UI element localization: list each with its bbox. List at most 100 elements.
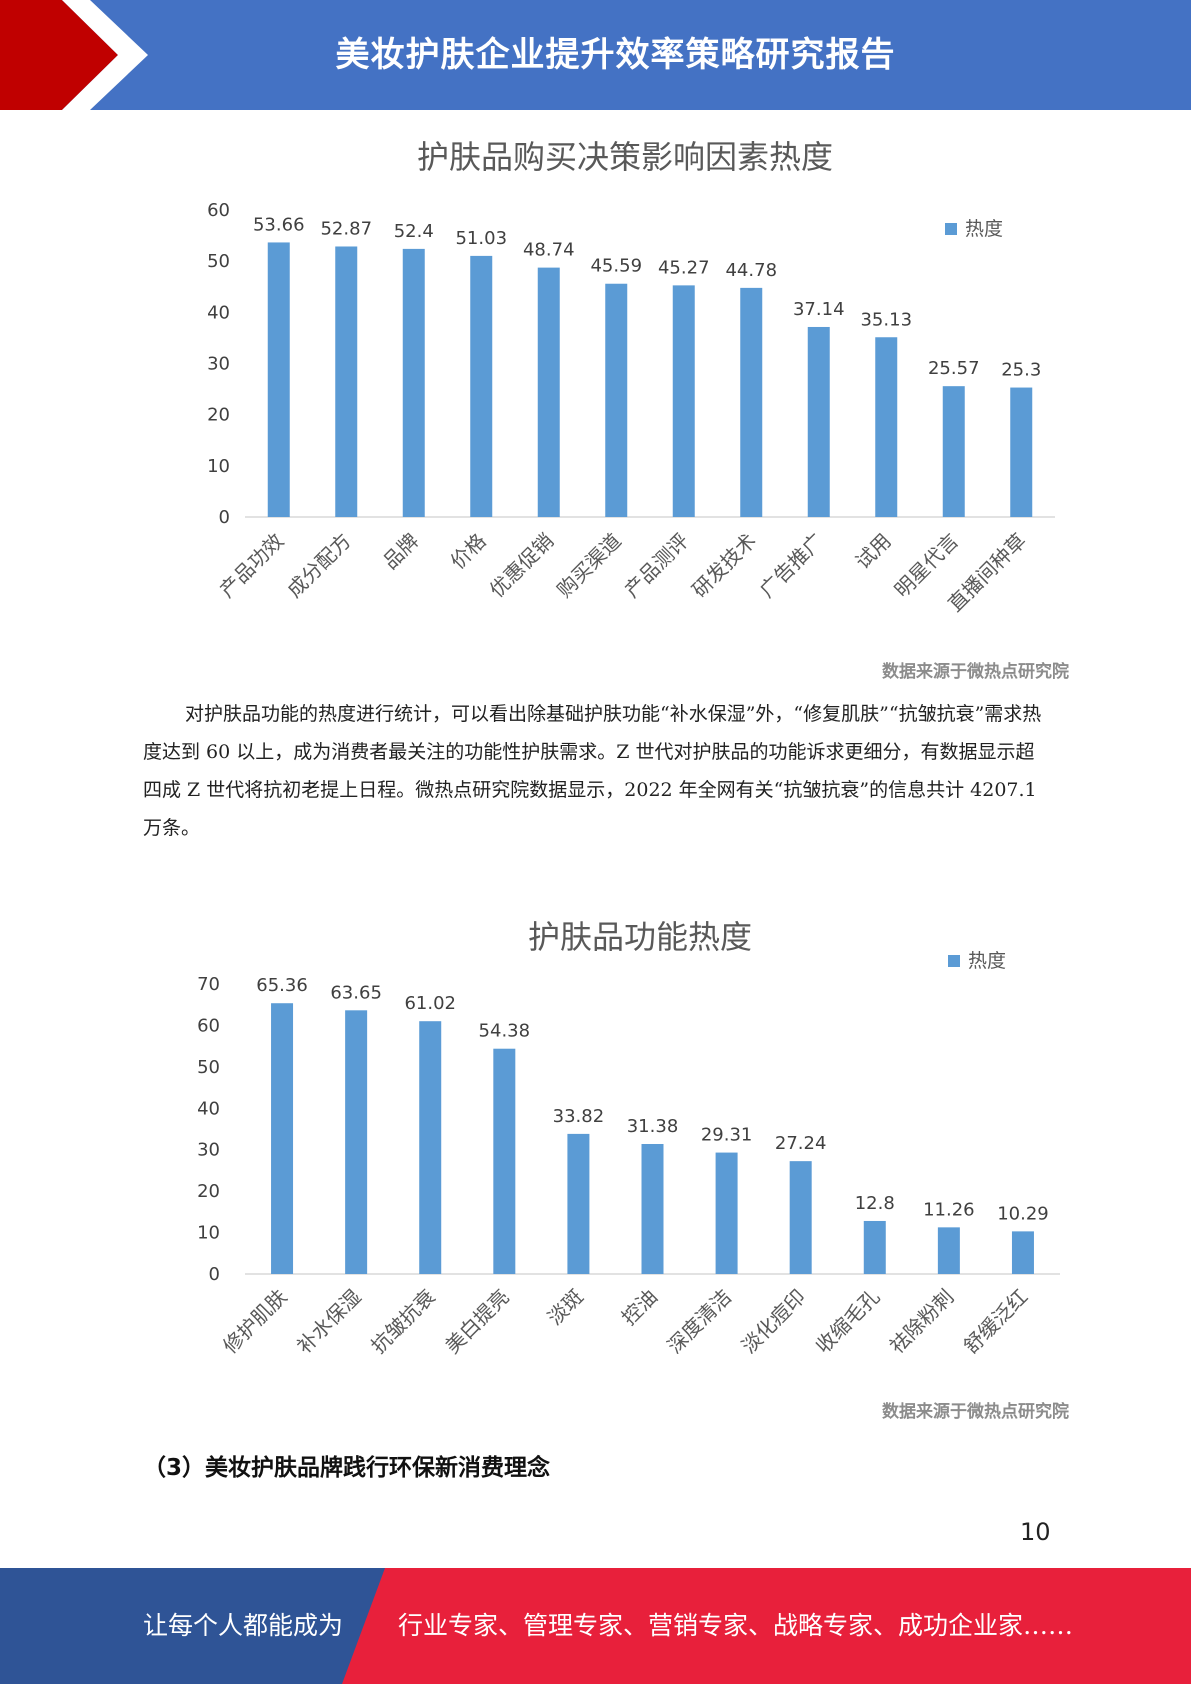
- functions-legend-swatch: [948, 955, 960, 967]
- purchase-bar-value-label: 44.78: [725, 260, 777, 281]
- purchase-category-label: 试用: [851, 529, 896, 574]
- purchase-y-tick-label: 10: [207, 456, 230, 477]
- functions-y-tick-label: 30: [197, 1140, 220, 1161]
- functions-category-label: 舒缓泛红: [959, 1285, 1033, 1359]
- functions-y-tick-label: 20: [197, 1181, 220, 1202]
- footer-slogan-right: 行业专家、管理专家、营销专家、战略专家、成功企业家……: [398, 1611, 1074, 1640]
- functions-bar: [715, 1152, 738, 1274]
- functions-bar: [419, 1021, 442, 1274]
- functions-bar-value-label: 12.8: [855, 1193, 895, 1214]
- functions-bar: [493, 1048, 516, 1274]
- purchase-category-label: 价格: [446, 529, 491, 574]
- functions-y-tick-label: 50: [197, 1057, 220, 1078]
- header-arrow-decoration: [0, 0, 148, 110]
- functions-category-label: 美白提亮: [440, 1285, 514, 1359]
- functions-bar-value-label: 31.38: [627, 1116, 679, 1137]
- purchase-category-label: 产品功效: [215, 529, 289, 603]
- functions-chart-title: 护肤品功能热度: [528, 918, 752, 956]
- section-heading: （3）美妆护肤品牌践行环保新消费理念: [143, 1455, 551, 1481]
- purchase-bar-value-label: 37.14: [793, 299, 845, 320]
- chart-skin-functions: 护肤品功能热度 0 10 20 30 40 50 60 70 65.36 修护肌肤 63.65 补水保湿…: [0, 900, 1191, 1390]
- purchase-bar: [402, 248, 425, 517]
- functions-bar: [789, 1161, 812, 1274]
- report-title: 美妆护肤企业提升效率策略研究报告: [335, 35, 896, 75]
- purchase-bar: [875, 337, 898, 517]
- purchase-category-label: 优惠促销: [485, 529, 559, 603]
- functions-bar-value-label: 54.38: [479, 1021, 531, 1042]
- functions-category-label: 补水保湿: [292, 1285, 366, 1359]
- functions-y-tick-label: 70: [197, 974, 220, 995]
- purchase-y-tick-label: 20: [207, 405, 230, 426]
- chart-purchase-factors-svg: 护肤品购买决策影响因素热度 0 10 20 30 40 50 60 53.66 产品功效 52.87…: [207, 138, 1055, 616]
- functions-bar-value-label: 65.36: [256, 975, 308, 996]
- functions-category-label: 抗皱抗衰: [366, 1285, 440, 1359]
- functions-category-label: 收缩毛孔: [811, 1285, 885, 1359]
- chart-skin-functions-source: 数据来源于微热点研究院: [882, 1402, 1069, 1422]
- functions-category-label: 控油: [617, 1285, 662, 1330]
- chart-skin-functions-svg: 护肤品功能热度 0 10 20 30 40 50 60 70 65.36 修护肌肤 63.65 补水保湿…: [197, 918, 1060, 1359]
- purchase-y-tick-label: 50: [207, 251, 230, 272]
- functions-bar-value-label: 61.02: [404, 993, 456, 1014]
- purchase-category-label: 购买渠道: [552, 529, 626, 603]
- functions-bar: [641, 1143, 664, 1274]
- functions-bar-value-label: 33.82: [553, 1106, 605, 1127]
- footer-background: [0, 1568, 1191, 1684]
- purchase-category-label: 成分配方: [282, 529, 356, 603]
- functions-bar: [937, 1227, 960, 1274]
- purchase-bar-value-label: 48.74: [523, 240, 575, 261]
- functions-y-tick-label: 10: [197, 1223, 220, 1244]
- purchase-bar: [672, 285, 695, 517]
- functions-bar-value-label: 27.24: [775, 1133, 827, 1154]
- purchase-bar-value-label: 45.27: [658, 257, 710, 278]
- purchase-bar-value-label: 52.4: [394, 221, 434, 242]
- purchase-bar: [1010, 387, 1033, 517]
- purchase-bar-value-label: 51.03: [455, 228, 507, 249]
- functions-category-label: 修护肌肤: [218, 1285, 292, 1359]
- purchase-category-label: 广告推广: [755, 529, 829, 603]
- purchase-bar-value-label: 52.87: [320, 218, 372, 239]
- purchase-bar-value-label: 53.66: [253, 214, 305, 235]
- purchase-chart-title: 护肤品购买决策影响因素热度: [417, 138, 833, 176]
- functions-bar-value-label: 63.65: [330, 982, 382, 1003]
- purchase-legend-label: 热度: [965, 218, 1003, 240]
- functions-legend-label: 热度: [968, 950, 1006, 972]
- functions-bar-value-label: 29.31: [701, 1125, 753, 1146]
- chart-purchase-factors: 护肤品购买决策影响因素热度 0 10 20 30 40 50 60 53.66 产品功效 52.87…: [0, 130, 1191, 630]
- purchase-legend-swatch: [945, 223, 957, 235]
- purchase-bar-value-label: 25.57: [928, 358, 980, 379]
- purchase-bar-value-label: 25.3: [1001, 360, 1041, 381]
- functions-bar: [1011, 1231, 1034, 1274]
- chart-purchase-factors-source: 数据来源于微热点研究院: [882, 662, 1069, 682]
- footer-slogan-left: 让每个人都能成为: [143, 1611, 344, 1640]
- functions-bar: [345, 1010, 368, 1274]
- functions-category-label: 祛除粉刺: [885, 1285, 959, 1359]
- functions-category-label: 淡斑: [543, 1285, 588, 1330]
- functions-category-label: 淡化痘印: [737, 1285, 811, 1359]
- functions-bar-value-label: 10.29: [997, 1203, 1049, 1224]
- functions-bar: [271, 1003, 294, 1274]
- purchase-category-label: 产品测评: [620, 529, 694, 603]
- functions-bar-value-label: 11.26: [923, 1199, 975, 1220]
- purchase-bar: [537, 267, 560, 517]
- purchase-y-tick-label: 40: [207, 302, 230, 323]
- functions-y-tick-label: 0: [209, 1264, 220, 1285]
- page-footer: 让每个人都能成为 行业专家、管理专家、营销专家、战略专家、成功企业家……: [0, 1568, 1191, 1684]
- purchase-bar: [470, 255, 493, 518]
- functions-y-tick-label: 40: [197, 1098, 220, 1119]
- purchase-bar: [807, 326, 830, 517]
- page-header: 美妆护肤企业提升效率策略研究报告: [0, 0, 1191, 110]
- purchase-bar: [740, 287, 763, 517]
- purchase-category-label: 品牌: [378, 529, 423, 574]
- purchase-y-tick-label: 60: [207, 200, 230, 221]
- functions-bar: [863, 1220, 886, 1274]
- purchase-y-tick-label: 30: [207, 354, 230, 375]
- purchase-bar: [942, 386, 965, 517]
- functions-bar: [567, 1133, 590, 1274]
- purchase-y-tick-label: 0: [219, 507, 230, 528]
- purchase-bar: [335, 246, 358, 517]
- purchase-bar-value-label: 45.59: [590, 256, 642, 277]
- purchase-bar-value-label: 35.13: [860, 309, 912, 330]
- functions-category-label: 深度清洁: [663, 1285, 737, 1359]
- purchase-category-label: 研发技术: [687, 529, 761, 603]
- body-paragraph: 对护肤品功能的热度进行统计，可以看出除基础护肤功能“补水保湿”外，“修复肌肤”“…: [143, 703, 1042, 839]
